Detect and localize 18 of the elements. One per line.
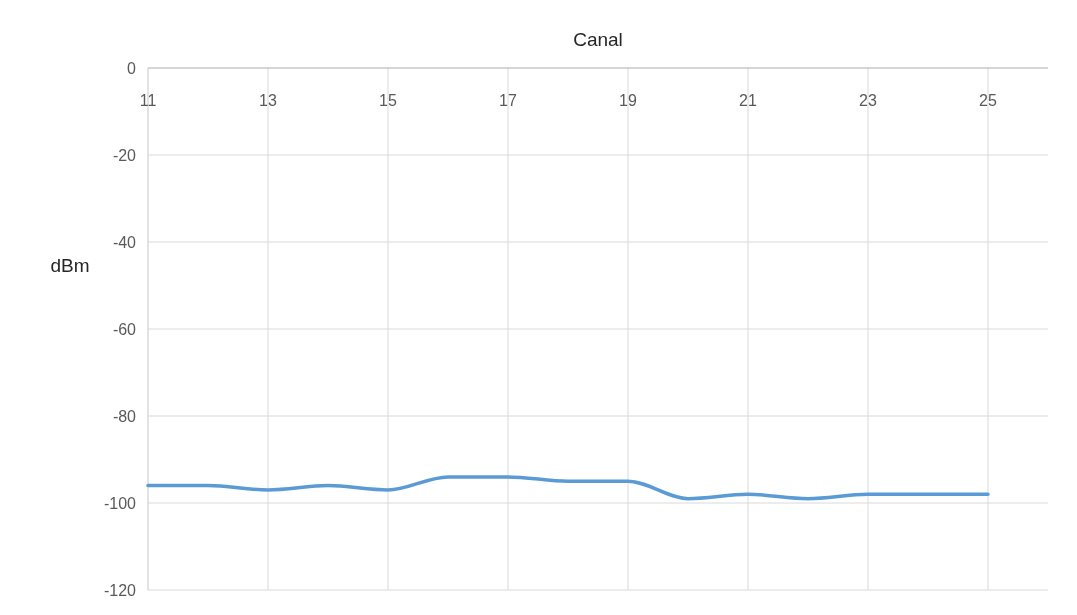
x-tick-label: 19 bbox=[619, 92, 637, 109]
y-tick-label: -80 bbox=[112, 407, 137, 425]
y-tick-label: -20 bbox=[112, 146, 137, 164]
y-tick-label: -100 bbox=[103, 494, 137, 512]
x-tick-label: 15 bbox=[379, 92, 397, 109]
line-series bbox=[146, 475, 990, 501]
x-tick-label: 23 bbox=[859, 92, 877, 109]
y-tick-label: 0 bbox=[127, 59, 137, 77]
x-tick-label: 13 bbox=[259, 92, 277, 109]
y-tick-label: -40 bbox=[112, 233, 137, 251]
x-tick-label: 11 bbox=[139, 92, 157, 109]
y-axis-title: dBm bbox=[50, 255, 90, 276]
y-tick-label: -60 bbox=[112, 320, 137, 338]
x-tick-label: 17 bbox=[499, 92, 517, 109]
x-tick-label: 21 bbox=[739, 92, 757, 109]
chart-title: Canal bbox=[573, 29, 623, 50]
x-tick-label: 25 bbox=[979, 92, 997, 109]
y-tick-label: -120 bbox=[103, 581, 137, 599]
